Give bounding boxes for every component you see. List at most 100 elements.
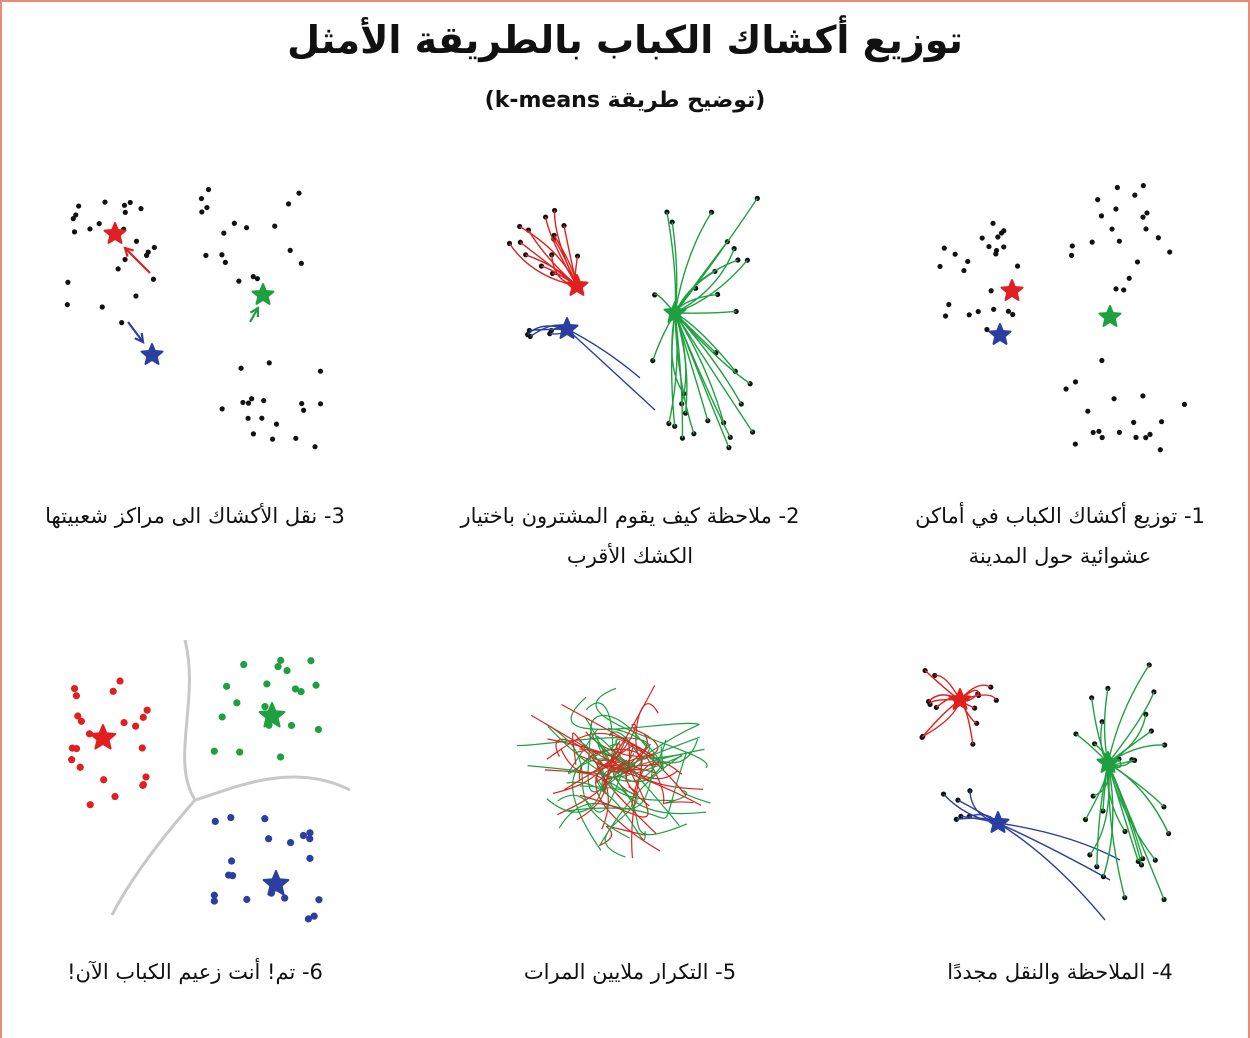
dot [68,756,76,764]
link [566,328,656,411]
dot [312,444,318,450]
dot [1140,214,1146,220]
tangle [558,753,655,829]
dot [243,895,251,904]
dot [122,209,128,215]
dot [1181,401,1188,407]
dot [735,257,741,263]
link [1107,691,1155,764]
link [1107,762,1170,834]
dot [228,857,236,865]
dot [283,666,291,675]
tangle [598,825,646,847]
star [1000,279,1024,301]
dot [953,816,959,822]
tangle [605,780,688,836]
dot [145,249,151,255]
subtitle: (توضيح طريقة k-means) [484,88,766,113]
dot [988,288,994,294]
dot [73,212,79,218]
dot [99,304,105,310]
dot [315,896,323,904]
star [1096,751,1120,773]
dot [988,684,994,690]
dot [1140,393,1146,399]
link [674,312,731,438]
dot [272,223,278,229]
dot [119,320,125,326]
dot [151,244,157,251]
dot [1096,428,1102,434]
dot [210,891,218,899]
dot [1090,429,1096,436]
tangle [579,785,638,858]
link [997,822,1121,861]
dot [204,204,210,211]
dot [1100,808,1106,814]
link [1107,762,1126,898]
caption: 3- نقل الأكشاك الى مراكز شعبيتها [45,504,345,528]
dot [245,415,251,421]
star [565,274,589,296]
dot [1068,252,1075,258]
dot [274,663,282,671]
dot [551,207,558,214]
dot [198,195,205,202]
dot [1090,793,1096,799]
dot [1147,431,1153,437]
dot [1157,447,1163,453]
dot [219,406,225,412]
dot [269,436,276,442]
dot [664,209,670,215]
dot [1121,287,1127,293]
star [988,323,1012,345]
dot [225,871,233,879]
dot [71,229,78,235]
dot [1113,206,1119,212]
link [1107,762,1139,862]
dot [1098,213,1105,219]
link [997,822,1111,881]
dot [133,293,139,299]
dot [965,258,971,265]
dot [218,713,226,721]
dot [199,209,205,215]
caption: 1- توزيع أكشاك الكباب في أماكن عشوائية ح… [915,504,1205,568]
dot [120,718,128,727]
dot [1072,379,1079,385]
dot [236,278,242,284]
dot [65,279,71,285]
dot [301,407,307,413]
dot [203,252,209,259]
dot [150,276,157,282]
arrow [249,307,259,323]
dot [990,220,996,226]
dot [1132,192,1138,198]
tangle [564,752,688,819]
dot [100,776,108,784]
dot [975,308,981,315]
dot [72,692,81,700]
dot [261,815,269,823]
dot [286,838,295,847]
arrow [127,321,144,343]
caption: 4- الملاحظة والنقل مجددًا [947,960,1173,984]
dot [1135,858,1141,864]
dot [1134,259,1141,265]
dot [102,199,108,205]
dot [298,260,304,266]
dot [1114,184,1120,191]
dot [227,813,235,822]
dot [266,360,272,366]
dot [1005,308,1012,314]
link [1107,762,1144,859]
dot [1155,235,1161,241]
dot [1143,226,1149,232]
dot [1095,197,1101,203]
dot [937,263,943,270]
dot [211,817,219,826]
dot [314,725,323,734]
link [674,312,684,439]
dot [574,253,581,259]
